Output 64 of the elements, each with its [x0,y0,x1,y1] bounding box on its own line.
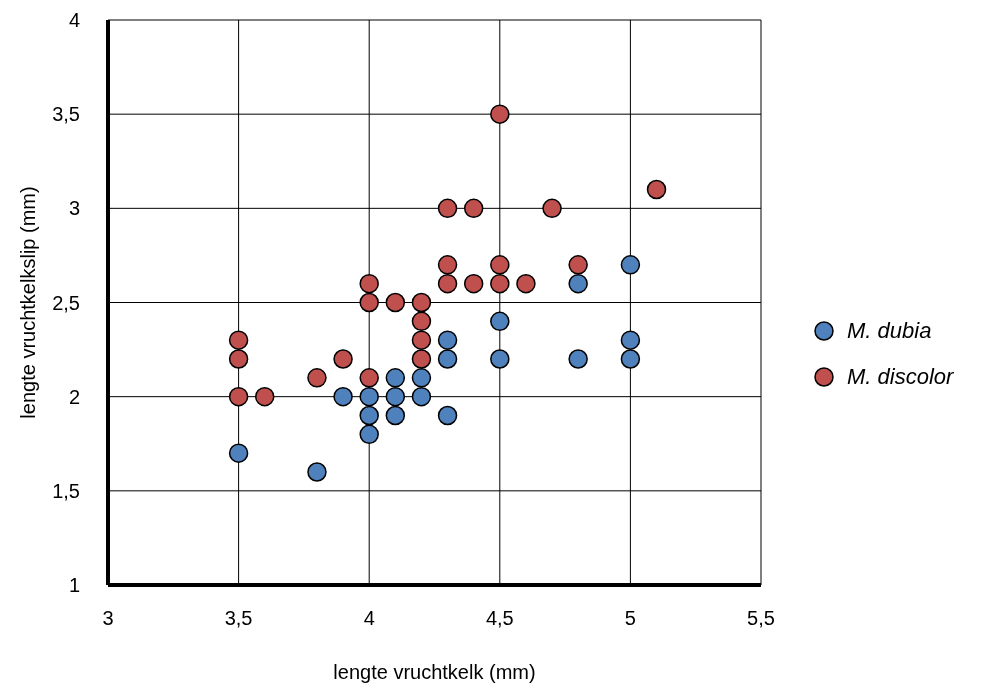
y-tick-label: 3,5 [52,103,80,126]
point [437,330,458,350]
y-tick-label: 2 [68,385,80,408]
point [359,405,379,426]
point [359,292,379,313]
point [411,368,432,388]
point [620,349,641,369]
point [620,255,641,275]
point [385,405,406,426]
point [385,292,406,313]
point [411,292,432,313]
point [228,330,249,350]
point [307,368,327,388]
point [359,386,379,407]
point [359,273,379,294]
point [228,349,249,369]
point [385,386,406,407]
point [411,386,432,407]
point [620,330,641,350]
point [333,386,353,407]
point [568,255,588,275]
point [568,349,588,369]
legend-label: M. discolor [847,364,954,390]
x-axis-title: lengte vruchtkelk (mm) [333,661,536,684]
point [542,198,562,219]
point [385,368,406,388]
point [307,462,327,482]
point [437,255,458,275]
point [490,255,510,275]
x-tick-label: 4,5 [485,607,514,630]
y-tick-label: 1,5 [52,479,80,502]
point [228,386,249,407]
point [411,330,432,350]
y-tick-label: 3 [68,197,80,220]
point [437,273,458,294]
point [359,368,379,388]
x-tick-label: 5 [624,607,636,630]
x-tick-label: 5,5 [747,607,775,630]
point [463,198,484,219]
point [228,443,249,463]
y-tick-label: 2,5 [52,291,80,314]
point [437,198,458,219]
point [333,349,353,369]
point [437,349,458,369]
point [490,349,510,369]
point [568,273,588,294]
point [490,273,510,294]
y-tick-label: 1 [68,574,80,597]
point [516,273,536,294]
x-tick-label: 3,5 [224,607,253,630]
point [359,424,379,445]
point [463,273,484,294]
x-tick-label: 4 [363,607,375,630]
point [490,311,510,332]
point [490,104,510,124]
point [646,179,667,200]
point [437,405,458,426]
point [411,311,432,332]
x-tick-label: 3 [102,607,114,630]
y-tick-label: 4 [68,9,80,32]
point [411,349,432,369]
point [254,386,275,407]
y-axis-title: lengte vruchtkelkslip (mm) [17,186,40,419]
legend-label: M. dubia [847,318,932,344]
